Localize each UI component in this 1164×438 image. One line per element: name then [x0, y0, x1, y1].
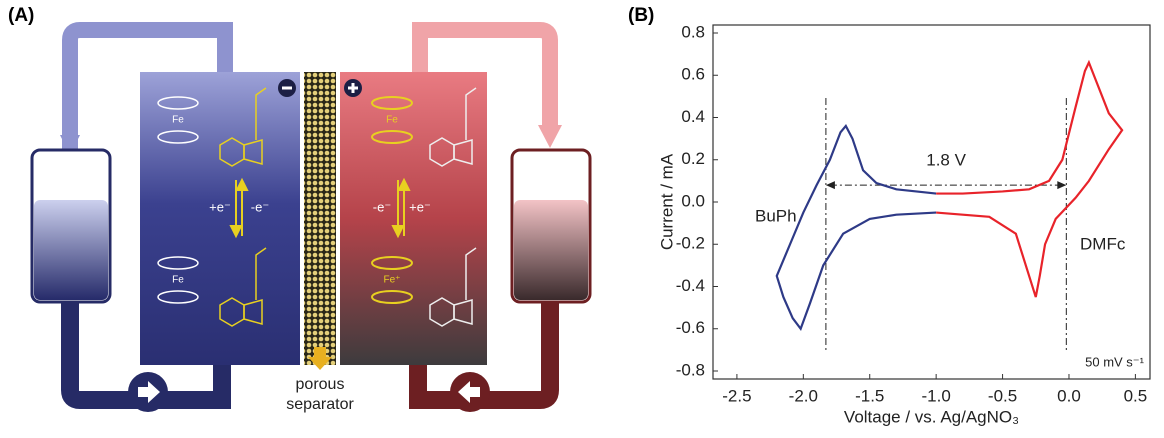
- y-tick-label: -0.6: [676, 318, 705, 337]
- x-tick-label: -2.5: [722, 386, 751, 405]
- x-axis-label: Voltage / vs. Ag/AgNO₃: [844, 407, 1019, 426]
- atom-label: Fe⁺: [384, 275, 401, 286]
- annotation: DMFc: [1080, 235, 1126, 254]
- separator-label: separator: [286, 396, 354, 413]
- y-tick-label: -0.2: [676, 234, 705, 253]
- cv-curve: [936, 63, 1122, 297]
- y-tick-label: 0.6: [681, 65, 705, 84]
- atom-label: Fe: [172, 115, 184, 126]
- panel-b: (B) -0.8 -0.6 -0.4 -0.2 0.0 0.2 0.4 0.6 0.8 -2.5 -…: [628, 5, 1150, 426]
- y-tick-label: -0.4: [676, 276, 705, 295]
- x-tick-label: -1.0: [922, 386, 951, 405]
- y-tick-label: 0.4: [681, 107, 705, 126]
- separator-label: porous: [296, 376, 345, 393]
- electron-label: +e⁻: [409, 199, 431, 214]
- x-tick-label: 0.5: [1124, 386, 1148, 405]
- separator: [304, 72, 336, 365]
- positive-cell: [340, 72, 487, 365]
- electron-label: -e⁻: [251, 199, 269, 214]
- x-tick-label: -0.5: [988, 386, 1017, 405]
- electrolyte: [514, 200, 588, 300]
- annotation: 50 mV s⁻¹: [1085, 354, 1145, 369]
- y-tick-label: 0.0: [681, 191, 705, 210]
- electron-label: +e⁻: [209, 199, 231, 214]
- annotation: BuPh: [755, 207, 797, 226]
- annotation: 1.8 V: [926, 151, 966, 170]
- electron-label: -e⁻: [373, 199, 391, 214]
- panel-a: (A): [8, 5, 590, 413]
- x-tick-label: -2.0: [789, 386, 818, 405]
- atom-label: Fe: [386, 115, 398, 126]
- y-axis-label: Current / mA: [657, 153, 676, 250]
- y-tick-label: 0.8: [681, 22, 705, 41]
- cv-curve: [777, 126, 936, 329]
- y-tick-label: -0.8: [676, 360, 705, 379]
- x-tick-label: 0.0: [1057, 386, 1081, 405]
- electrolyte: [34, 200, 108, 300]
- plot-frame: [713, 25, 1150, 379]
- atom-label: Fe: [172, 275, 184, 286]
- y-tick-label: 0.2: [681, 149, 705, 168]
- arrow: [538, 125, 562, 148]
- panel-label: (B): [628, 5, 654, 26]
- figure: (A): [0, 0, 1164, 433]
- panel-label: (A): [8, 5, 34, 26]
- negative-cell: [140, 72, 300, 365]
- x-tick-label: -1.5: [855, 386, 884, 405]
